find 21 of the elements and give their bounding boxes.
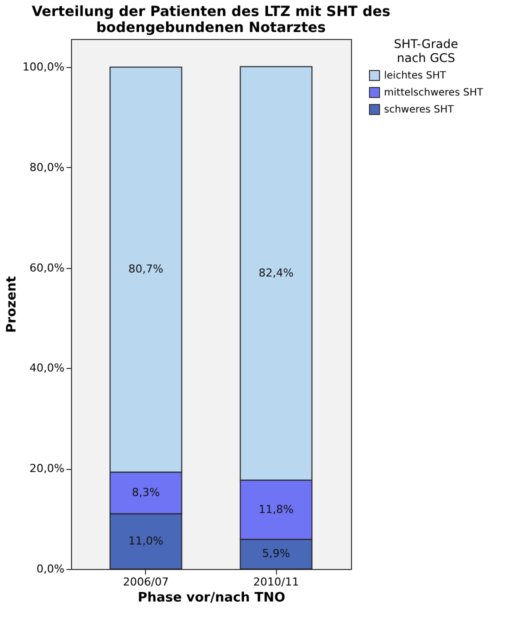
x-axis-title: Phase vor/nach TNO [138, 590, 286, 606]
x-tick-label: 2006/07 [123, 576, 169, 588]
x-tick-label: 2010/11 [253, 576, 299, 588]
chart-title: Verteilung der Patienten des LTZ mit SHT des bodengebundenen Notarztes [32, 4, 390, 36]
data-label: 80,7% [128, 262, 164, 276]
data-label: 5,9% [262, 547, 290, 560]
data-label: 82,4% [258, 266, 294, 280]
data-label: 8,3% [132, 486, 160, 499]
legend-label: schweres SHT [384, 104, 455, 116]
y-tick-label: 100,0% [22, 60, 64, 74]
y-tick-label: 40,0% [30, 362, 64, 375]
data-label: 11,0% [128, 534, 164, 548]
legend-label: mittelschweres SHT [384, 88, 484, 98]
y-tick-label: 80,0% [30, 160, 64, 174]
legend-title: SHT-Grade nach GCS [394, 37, 458, 65]
y-axis-title: Prozent [4, 276, 20, 333]
y-tick-label: 0,0% [36, 562, 64, 576]
legend-label: leichtes SHT [384, 70, 447, 82]
y-tick-label: 20,0% [30, 462, 64, 476]
y-tick-label: 60,0% [30, 261, 64, 274]
data-label: 11,8% [258, 502, 294, 516]
